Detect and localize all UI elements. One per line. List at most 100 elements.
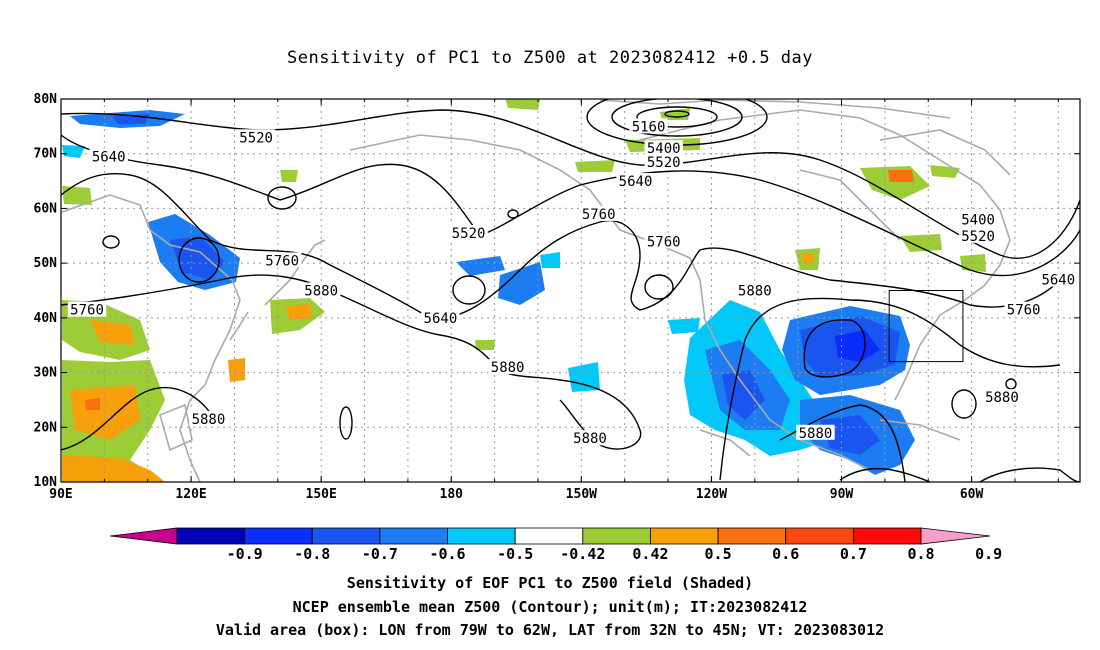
shade-negative (722, 370, 765, 420)
contour-label-bg (301, 282, 341, 298)
colorbar-segment (852, 527, 922, 545)
contour-labels: 5520564051605400552056405760552057605400… (67, 118, 1078, 447)
contour-label-bg (629, 118, 668, 134)
contour-label: 5160 (632, 119, 666, 135)
lat-tick-label: 10N (34, 475, 58, 490)
contour-label-bg (579, 205, 618, 221)
contour-label: 5760 (265, 253, 299, 269)
colorbar-segment (514, 527, 584, 545)
shade-positive (228, 358, 245, 382)
contour-label: 5880 (573, 431, 607, 447)
contour-label-bg (421, 309, 460, 325)
contour-label-bg (1039, 271, 1078, 287)
plot-frame (60, 98, 1081, 483)
caption-line-2: NCEP ensemble mean Z500 (Contour); unit(… (292, 598, 808, 616)
shade-positive (888, 170, 914, 182)
contour-label: 5760 (70, 303, 104, 319)
contour-label: 5520 (452, 226, 486, 242)
contour-label-bg (958, 227, 998, 243)
colorbar-label: -0.6 (429, 545, 465, 563)
colorbar-label: -0.5 (497, 545, 533, 563)
caption-line-3: Valid area (box): LON from 79W to 62W, L… (215, 621, 885, 639)
contour-5760 (61, 173, 1061, 320)
colorbar-label: -0.7 (362, 545, 398, 563)
contour-label-bg (67, 301, 107, 317)
colorbar-segment (650, 527, 719, 545)
contour-label: 5640 (92, 149, 126, 165)
shade-positive (70, 385, 140, 440)
contour-label: 5880 (491, 360, 525, 376)
contour-label: 5880 (985, 390, 1019, 406)
contour-label-bg (236, 129, 276, 145)
colorbar-label: 0.8 (907, 545, 934, 563)
shade-negative (568, 362, 600, 392)
contour-label: 5760 (1007, 303, 1041, 319)
lon-tick-label: 60W (960, 487, 984, 502)
contour-label-bg (488, 359, 527, 375)
colorbar-label: 0.7 (840, 545, 867, 563)
shade-positive (475, 340, 495, 350)
contour-label: 5640 (1041, 273, 1075, 289)
colorbar-segment (379, 527, 448, 545)
lon-tick-label: 120W (696, 487, 727, 502)
shade-negative (540, 252, 560, 268)
contour-5880 (61, 274, 642, 450)
contour-label-bg (644, 233, 683, 249)
contour-label: 5520 (647, 155, 681, 171)
contour-label-bg (89, 148, 128, 164)
contour-label: 5880 (304, 284, 338, 300)
contour-label-bg (644, 140, 683, 156)
coastlines (61, 99, 1011, 482)
colorbar-segment (717, 527, 787, 545)
contour-label: 5880 (799, 426, 833, 442)
shade-positive (285, 304, 312, 320)
contour-label-bg (616, 173, 655, 189)
contour-label-bg (449, 225, 488, 241)
contour-label: 5880 (738, 284, 772, 300)
colorbar-label: 0.42 (632, 545, 668, 563)
lat-tick-label: 50N (34, 256, 58, 271)
contour-label-bg (1004, 301, 1043, 317)
colorbar-segment (311, 527, 381, 545)
shade-negative (170, 236, 225, 280)
lon-tick-label: 90W (830, 487, 854, 502)
shade-positive (280, 170, 298, 182)
shade-negative (498, 262, 545, 305)
lon-tick-label: 150W (566, 487, 597, 502)
lon-tick-label: 120E (175, 487, 206, 502)
shade-negative (456, 256, 505, 276)
contour-label: 5760 (582, 207, 616, 223)
lat-tick-label: 60N (34, 201, 58, 216)
colorbar-low-end (109, 527, 178, 545)
lon-tick-label: 90E (49, 487, 72, 502)
lat-tick-label: 40N (34, 311, 58, 326)
colorbar-label: -0.42 (560, 545, 605, 563)
contour-label-bg (262, 252, 302, 268)
lat-tick-label: 30N (34, 366, 58, 381)
contour-label-bg (189, 411, 228, 427)
colorbar-segment (582, 527, 651, 545)
contour-label: 5400 (961, 212, 995, 228)
colorbar-label: 0.9 (975, 545, 1002, 563)
contour-label: 5520 (239, 130, 273, 146)
contour-label: 5640 (424, 311, 458, 327)
lat-tick-label: 80N (34, 92, 58, 107)
contour-label-bg (735, 282, 774, 298)
shade-positive (85, 398, 100, 410)
contour-label: 5760 (647, 234, 681, 250)
lat-tick-label: 20N (34, 420, 58, 435)
colorbar-segment (447, 527, 516, 545)
shade-positive (62, 186, 92, 205)
colorbar-label: -0.9 (227, 545, 263, 563)
valid-area-box (888, 290, 964, 363)
shade-negative (835, 330, 880, 362)
contour-5880-north-america (719, 297, 1061, 481)
contour-5880-lowlat (61, 386, 216, 451)
shade-positive (930, 165, 960, 178)
lat-tick-label: 70N (34, 147, 58, 162)
shade-positive (62, 455, 165, 482)
contour-low-5160 (636, 106, 718, 128)
shade-positive (802, 254, 814, 264)
